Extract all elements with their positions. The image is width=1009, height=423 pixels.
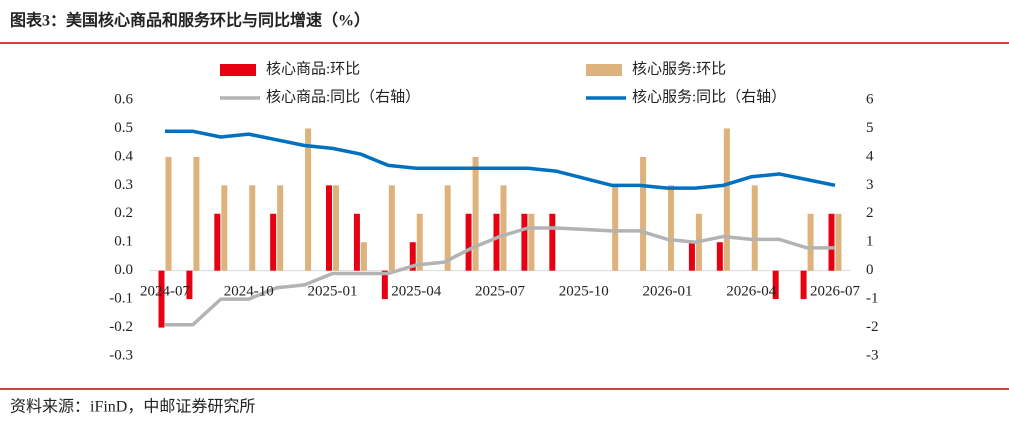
- y-tick-label: 0.5: [114, 120, 133, 136]
- y2-tick-label: -2: [866, 319, 879, 335]
- bar: [521, 213, 528, 271]
- x-tick-label: 2024-07: [140, 283, 190, 299]
- bar: [828, 213, 835, 271]
- x-tick-label: 2026-01: [643, 283, 693, 299]
- bar: [388, 185, 395, 271]
- source-note: 资料来源：iFinD，中邮证券研究所: [10, 398, 255, 416]
- y2-tick-label: 4: [866, 148, 874, 164]
- x-tick-label: 2025-07: [475, 283, 525, 299]
- y-tick-label: 0.3: [114, 177, 133, 193]
- bar: [716, 242, 723, 271]
- bar: [465, 213, 472, 271]
- bar: [249, 185, 256, 271]
- x-tick-label: 2025-01: [308, 283, 358, 299]
- y2-tick-label: 6: [866, 91, 874, 107]
- bar: [221, 185, 228, 271]
- bar: [416, 213, 423, 271]
- legend-swatch: [220, 64, 256, 76]
- bar: [444, 185, 451, 271]
- y-tick-label: 0.4: [114, 148, 133, 164]
- y2-tick-label: -3: [866, 347, 879, 363]
- bar: [333, 185, 339, 271]
- legend-label: 核心服务:环比: [632, 60, 726, 77]
- bar: [668, 185, 674, 271]
- x-tick-label: 2024-10: [224, 283, 274, 299]
- x-tick-label: 2026-04: [726, 283, 776, 299]
- bar: [723, 128, 730, 271]
- bar: [472, 156, 479, 271]
- bar: [277, 185, 284, 271]
- bar: [409, 242, 416, 271]
- y2-tick-label: 3: [866, 177, 874, 193]
- x-tick-label: 2025-04: [391, 283, 441, 299]
- bar: [612, 185, 619, 271]
- y2-tick-label: 0: [866, 262, 874, 278]
- bar: [751, 185, 758, 271]
- legend-label: 核心商品:同比（右轴）: [266, 88, 420, 105]
- legend-label: 核心服务:同比（右轴）: [632, 88, 786, 105]
- y-tick-label: 0.2: [114, 205, 133, 221]
- y-tick-label: -0.1: [109, 291, 133, 307]
- y-tick-label: 0.1: [114, 234, 133, 250]
- x-tick-label: 2026-07: [810, 283, 860, 299]
- y-tick-label: -0.3: [109, 347, 133, 363]
- bar: [688, 242, 695, 271]
- bar: [214, 213, 221, 271]
- bar: [549, 213, 556, 271]
- y2-tick-label: -1: [866, 291, 879, 307]
- line: [165, 129, 836, 190]
- bar: [381, 270, 388, 300]
- bar: [353, 213, 360, 271]
- bar: [360, 242, 367, 271]
- line: [165, 226, 835, 327]
- bar: [158, 270, 165, 328]
- legend-swatch: [586, 64, 622, 76]
- bar: [772, 270, 779, 300]
- bar: [493, 213, 500, 271]
- x-tick-label: 2025-10: [559, 283, 609, 299]
- bar: [807, 213, 814, 271]
- bar: [193, 156, 200, 271]
- bar: [835, 213, 842, 271]
- bar: [326, 185, 332, 271]
- y2-tick-label: 2: [866, 205, 874, 221]
- y-tick-label: 0.6: [114, 91, 133, 107]
- y-tick-label: 0.0: [114, 262, 133, 278]
- bar: [270, 213, 277, 271]
- bar: [165, 156, 172, 271]
- legend-label: 核心商品:环比: [266, 60, 360, 77]
- bar: [528, 213, 535, 271]
- bar: [305, 128, 312, 271]
- bar: [800, 270, 807, 300]
- y2-tick-label: 5: [866, 120, 874, 136]
- bar: [500, 185, 507, 271]
- chart-title: 图表3：美国核心商品和服务环比与同比增速（%）: [10, 11, 370, 30]
- bar: [186, 270, 193, 300]
- y-tick-label: -0.2: [109, 319, 133, 335]
- bar: [640, 156, 647, 271]
- y2-tick-label: 1: [866, 234, 874, 250]
